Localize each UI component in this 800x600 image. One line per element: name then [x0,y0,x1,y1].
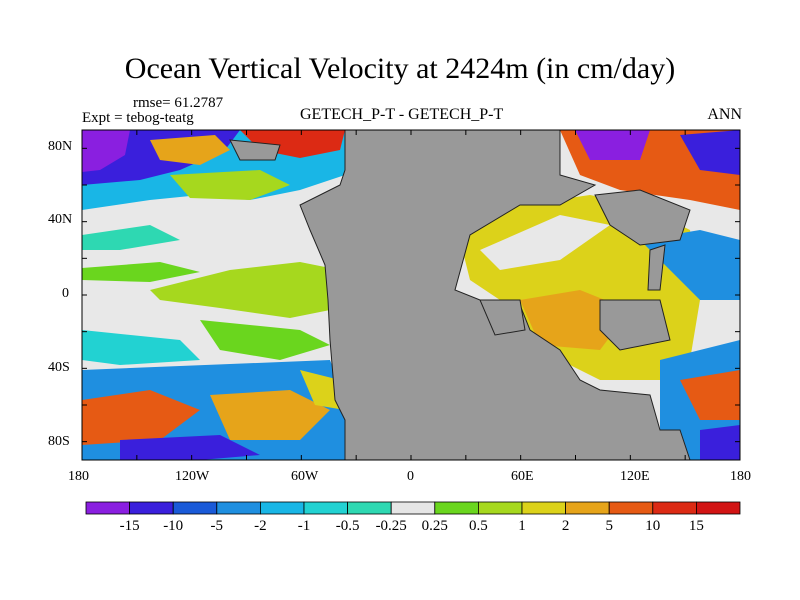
north-east-purple [575,130,650,160]
colorbar-box [565,501,610,515]
colorbar-box [347,501,392,515]
figure-title: Ocean Vertical Velocity at 2424m (in cm/… [124,52,676,85]
y-tick-label: 40N [48,212,73,227]
colorbar-level-label: 1 [518,518,526,534]
map-field [82,130,740,460]
southeast-ocean-dark [700,425,740,460]
colorbar-level-label: -5 [210,518,224,534]
colorbar-box [521,501,566,515]
tethys-gray-patch [480,215,610,270]
colorbar-level-label: -0.25 [375,518,407,534]
season-label: ANN [707,106,742,123]
x-tick-label: 180 [68,469,89,484]
north-pacific-orange [150,135,230,165]
x-tick-label: 60E [511,469,534,484]
southern-ocean-orange [82,390,200,445]
colorbar-box [696,501,741,515]
colorbar-box [608,501,654,515]
colorbar-box [216,501,261,515]
colorbar-box [259,501,305,515]
north-pacific-green [170,170,290,200]
north-east-blue [680,130,740,175]
colorbar-level-label: 5 [605,518,613,534]
colorbar-box [652,501,697,515]
east-land-block [599,299,671,351]
colorbar-level-label: 10 [645,518,661,534]
southern-ocean-dark [120,435,260,460]
x-tick-label: 120W [175,469,210,484]
south-pacific-teal [82,330,200,365]
arctic-island [229,139,281,161]
colorbar-level-label: 0.25 [421,518,448,534]
north-pacific-purple [82,130,130,172]
west-pacific-teal [82,225,180,250]
colorbar-level-label: -1 [297,518,311,534]
colorbar-level-label: 2 [561,518,570,534]
southern-ocean-yellow [210,390,330,440]
tethys-island [479,299,526,336]
rmse-label: rmse= 61.2787 [133,95,224,111]
colorbar-box [303,501,348,515]
colorbar-boxes [85,501,741,515]
colorbar-box [390,501,436,515]
x-tick-label: 180 [730,469,751,484]
x-tick-label: 120E [620,469,650,484]
north-east-land [594,189,691,246]
y-tick-label: 80N [48,139,73,154]
y-tick-label: 80S [48,434,70,449]
southeast-ocean-orange [680,370,740,420]
colorbar-level-label: -2 [254,518,267,534]
x-tick-label: 60W [291,469,319,484]
colorbar-box [129,501,174,515]
colorbar-level-label: -0.5 [335,518,360,534]
colorbar-box [477,501,523,515]
center-label: GETECH_P-T - GETECH_P-T [300,106,504,123]
colorbar-box [434,501,479,515]
colorbar-box [85,501,130,515]
equatorial-green [150,262,330,318]
south-pacific-green [200,320,330,360]
colorbar-level-label: 15 [688,518,704,534]
colorbar-box [172,501,218,515]
x-tick-label: 0 [407,469,414,484]
colorbar-level-label: -10 [163,518,184,534]
east-island [647,244,666,291]
map-ticks [81,130,741,460]
colorbar-level-label: -15 [119,518,140,534]
colorbar-level-label: 0.5 [469,518,488,534]
y-tick-label: 40S [48,360,70,375]
experiment-label: Expt = tebog-teatg [82,110,194,126]
equatorial-west-green [82,262,200,282]
y-tick-label: 0 [62,286,69,301]
land-mass [299,130,691,460]
